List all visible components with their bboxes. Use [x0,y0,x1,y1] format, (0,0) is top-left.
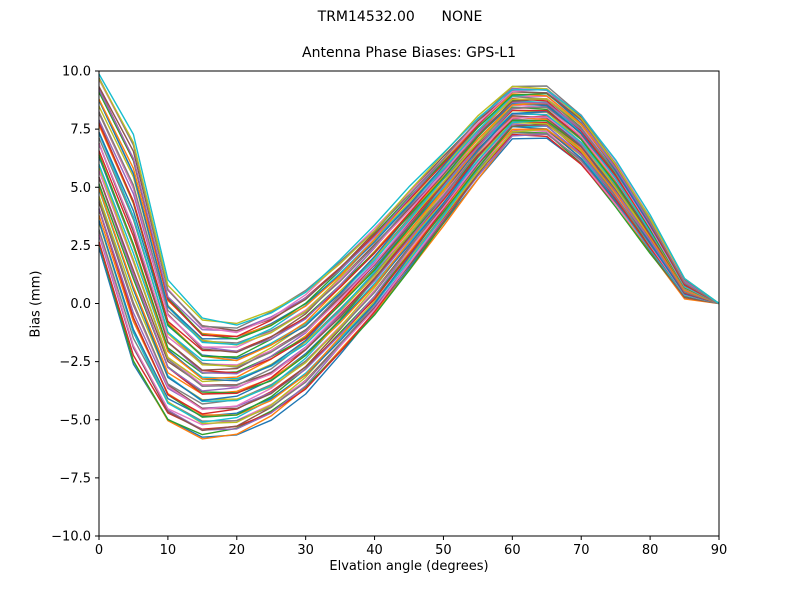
ensemble-line [98,118,720,405]
ensemble-line [98,128,720,425]
axes-title: Antenna Phase Biases: GPS-L1 [302,45,516,61]
y-tick-label: 5.0 [70,181,91,196]
x-tick-label: 10 [160,543,177,558]
x-tick-label: 90 [711,543,728,558]
ensemble-line [98,97,720,352]
ensemble-line [98,98,720,358]
ensemble-line [98,128,720,426]
x-tick-label: 20 [229,543,246,558]
x-tick-label: 70 [573,543,590,558]
y-tick-label: 10.0 [62,65,91,80]
ensemble-line [98,90,720,340]
y-tick-label: 7.5 [70,123,91,138]
ensemble-line [98,125,720,417]
x-tick-label: 30 [297,543,314,558]
figure-suptitle: TRM14532.00 NONE [317,9,483,25]
x-tick-label: 80 [642,543,659,558]
x-tick-label: 50 [435,543,452,558]
y-tick-label: 0.0 [70,297,91,312]
y-tick-label: −5.0 [59,413,91,428]
ensemble-line [98,73,720,326]
ensemble-line [98,87,720,332]
x-axis-label: Elvation angle (degrees) [329,559,489,574]
ensemble-line [98,100,720,361]
ensemble-line [98,105,720,375]
ensemble-line [98,95,720,344]
ensemble-line [98,131,720,436]
ensemble-line [98,129,720,432]
y-tick-label: −7.5 [59,471,91,486]
x-tick-label: 60 [504,543,521,558]
y-tick-label: 2.5 [70,239,91,254]
axes-spines [98,70,720,537]
y-tick-label: −10.0 [51,530,91,545]
ensemble-line [98,78,720,325]
y-tick-label: −2.5 [59,355,91,370]
ensemble-line [98,128,720,416]
ensemble-line [98,109,720,383]
x-tick-label: 40 [366,543,383,558]
ensemble-line [98,113,720,392]
x-tick-label: 0 [95,543,103,558]
ensemble-line [98,121,720,415]
